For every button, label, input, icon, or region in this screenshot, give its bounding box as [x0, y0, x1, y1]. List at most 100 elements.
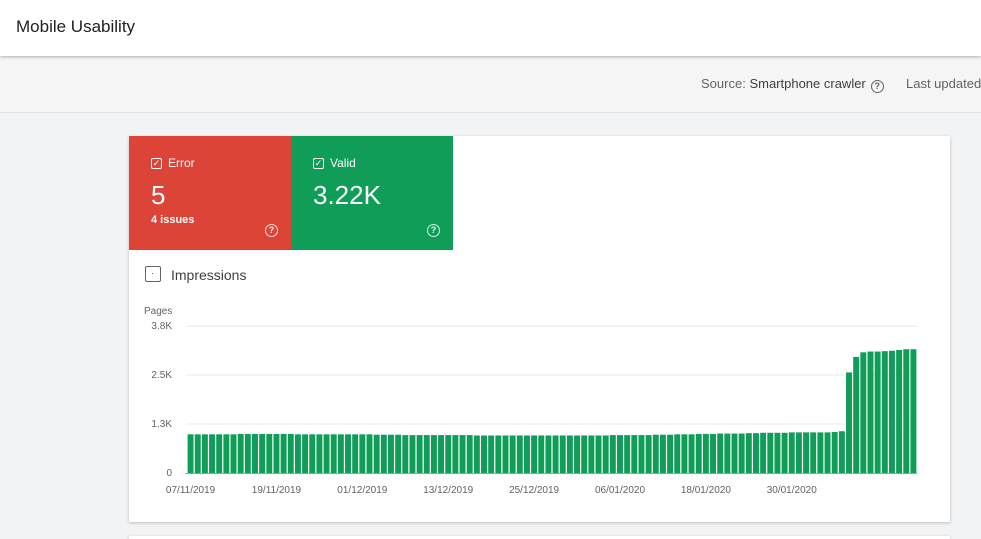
x-tick-label: 30/01/2020	[767, 485, 817, 496]
chart-bar	[545, 435, 552, 473]
chart-bar	[516, 435, 523, 473]
chart-bar	[810, 432, 817, 473]
chart-bar	[838, 431, 845, 473]
pages-bar-chart: Pages 0 1.3K 2.5K 3.8K 07/11/2019 19/11/2019 01…	[144, 306, 917, 496]
page-title: Mobile Usability	[16, 17, 136, 36]
x-tick-label: 18/01/2020	[681, 485, 731, 496]
chart-bar	[531, 435, 538, 473]
help-icon[interactable]: ?	[265, 224, 278, 237]
report-subheader: Source: Smartphone crawler? Last updated	[0, 56, 981, 113]
chart-bar	[337, 434, 344, 473]
chart-bar	[710, 433, 717, 473]
chart-bar	[581, 435, 588, 473]
chart-bar	[896, 349, 903, 473]
chart-bar	[502, 435, 509, 473]
x-tick-label: 01/12/2019	[337, 485, 387, 496]
chart-bar	[252, 433, 258, 473]
impressions-label: Impressions	[171, 267, 247, 283]
chart-bar	[509, 435, 516, 473]
chart-bar	[846, 372, 852, 473]
chart-bar	[853, 356, 860, 473]
chart-bar	[817, 432, 824, 473]
chart-bar	[645, 435, 652, 473]
chart-bar	[387, 434, 394, 473]
chart-bar	[323, 434, 330, 473]
chart-bar	[452, 435, 459, 473]
chart-bar	[352, 434, 359, 473]
top-app-bar: Mobile Usability	[0, 0, 981, 56]
chart-bar	[230, 434, 237, 473]
chart-bar	[681, 434, 688, 473]
chart-bar	[702, 433, 709, 473]
chart-bar	[244, 433, 251, 473]
y-tick-label: 3.8K	[151, 321, 172, 332]
chart-bar	[717, 433, 724, 473]
chart-bar	[659, 434, 666, 473]
chart-bar	[438, 435, 445, 473]
chart-bar	[910, 349, 917, 473]
x-tick-label: 07/11/2019	[166, 485, 216, 496]
chart-bar	[445, 435, 452, 473]
chart-bar	[287, 433, 294, 473]
chart-bar	[302, 434, 309, 473]
chart-bar	[294, 434, 301, 473]
chart-bar	[409, 435, 416, 473]
chart-bar	[824, 432, 831, 473]
chart-bar	[745, 433, 752, 473]
chart-bar	[638, 435, 645, 473]
chart-bar	[774, 432, 781, 473]
valid-tile[interactable]: ✓ Valid 3.22K ?	[291, 136, 453, 250]
chart-bar	[652, 434, 659, 473]
chart-bar	[316, 434, 323, 473]
chart-bar	[187, 434, 194, 473]
chart-bar	[209, 434, 216, 473]
chart-bar	[781, 432, 788, 473]
chart-bar	[495, 435, 502, 473]
chart-bar	[788, 432, 795, 473]
last-updated-label: Last updated	[906, 76, 981, 91]
chart-bar	[259, 433, 266, 473]
chart-bar	[731, 433, 738, 473]
chart-bar	[724, 433, 731, 473]
chart-bar	[595, 435, 602, 473]
chart-bar	[588, 435, 595, 473]
chart-bar	[488, 435, 495, 473]
chart-bar	[194, 434, 201, 473]
chart-bar	[552, 435, 559, 473]
source-value: Smartphone crawler	[749, 76, 866, 91]
chart-bar	[473, 435, 480, 473]
valid-tile-label: Valid	[330, 156, 356, 170]
checkbox-checked-icon[interactable]: ✓	[151, 158, 162, 169]
chart-bar	[566, 435, 573, 473]
x-tick-label: 13/12/2019	[423, 485, 473, 496]
chart-bar	[466, 435, 473, 473]
chart-bar	[273, 433, 280, 473]
source-info: Source: Smartphone crawler?	[701, 76, 884, 93]
chart-bar	[888, 350, 895, 473]
chart-bar	[216, 434, 223, 473]
help-icon[interactable]: ?	[427, 224, 440, 237]
chart-bar	[860, 352, 867, 473]
chart-bar	[867, 351, 874, 473]
chart-bar	[631, 435, 638, 473]
chart-bar	[366, 434, 373, 473]
chart-bar	[795, 432, 802, 473]
chart-bar	[223, 434, 230, 473]
y-tick-label: 2.5K	[151, 370, 172, 381]
help-icon[interactable]: ?	[870, 80, 884, 93]
checkbox-checked-icon[interactable]: ✓	[313, 158, 324, 169]
chart-bar	[309, 434, 316, 473]
checkbox-unchecked-icon[interactable]	[145, 266, 161, 282]
chart-bar	[345, 434, 352, 473]
chart-bar	[738, 433, 745, 473]
chart-bar	[538, 435, 545, 473]
chart-bar	[767, 432, 774, 473]
error-tile[interactable]: ✓ Error 5 4 issues ?	[129, 136, 291, 250]
chart-bar	[617, 435, 623, 473]
chart-bar	[395, 434, 402, 473]
chart-bar	[803, 432, 810, 473]
chart-bar	[874, 351, 881, 473]
chart-bar	[760, 432, 767, 473]
chart-bar	[831, 431, 838, 473]
chart-bar	[602, 435, 609, 473]
